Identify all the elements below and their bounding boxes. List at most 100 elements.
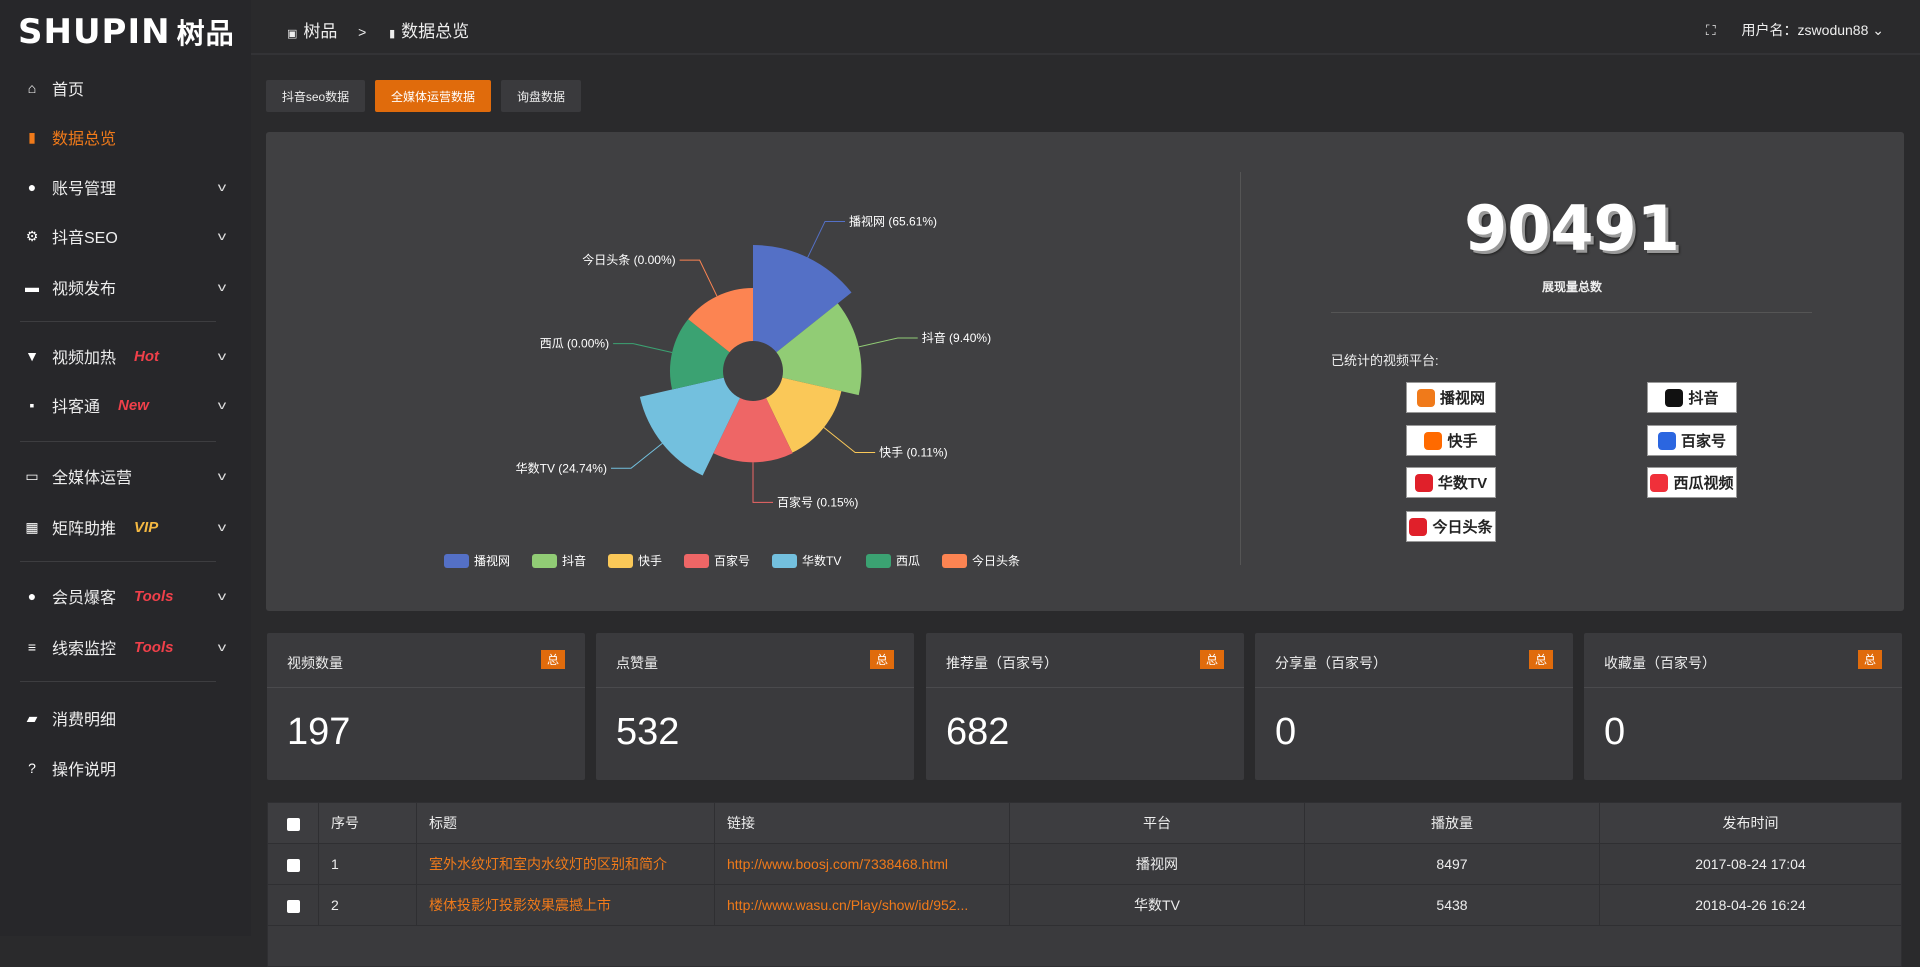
sidebar-item-12[interactable]: ? 操作说明 [0,748,251,788]
platforms-title: 已统计的视频平台: [1331,353,1439,368]
legend-label[interactable]: 今日头条 [972,553,1020,568]
sidebar-item-5[interactable]: ▼ 视频加热 Hot v [0,336,251,376]
platform-logo: 华数TV [1406,467,1496,498]
chevron-down-icon: v [217,589,227,603]
tab-douyin-seo[interactable]: 抖音seo数据 [266,80,365,112]
select-all-checkbox[interactable] [286,817,300,831]
legend-label[interactable]: 西瓜 [896,554,920,568]
label-leader-line [613,343,673,354]
camera-icon: ▬ [25,279,39,295]
chevron-down-icon[interactable]: ⌄ [1872,22,1884,38]
platform-logo-text: 百家号 [1680,433,1726,450]
platform-logo: 抖音 [1647,382,1737,413]
legend-swatch[interactable] [608,554,633,568]
sidebar-item-2[interactable]: ● 账号管理 v [0,167,251,207]
legend-label[interactable]: 播视网 [474,553,510,568]
pie-slice[interactable] [753,245,852,353]
slice-label: 西瓜 (0.00%) [540,337,609,351]
legend-label[interactable]: 百家号 [714,553,750,568]
sidebar-divider [20,681,216,682]
chat-icon: ▪ [29,397,35,413]
pie-slice[interactable] [713,398,793,463]
col-publish-time: 发布时间 [1599,802,1902,844]
row-select[interactable] [267,884,319,926]
sidebar-badge: New [118,396,149,414]
total-badge: 总 [1857,650,1882,669]
select-all[interactable] [267,802,319,844]
cell-url-link[interactable]: http://www.boosj.com/7338468.html [714,843,1010,885]
platform-logo-text: 抖音 [1688,390,1719,407]
platform-logo-icon [1650,473,1669,492]
sidebar-item-7[interactable]: ▭ 全媒体运营 v [0,456,251,496]
slice-label: 快手 (0.11%) [879,445,947,459]
sidebar-item-9[interactable]: ● 会员爆客 Tools v [0,576,251,616]
cell-title-link[interactable]: 楼体投影灯投影效果震撼上市 [416,884,715,926]
sidebar-item-label: 账号管理 [52,181,117,198]
legend-swatch[interactable] [772,554,797,568]
platform-logo: 快手 [1406,425,1496,456]
table-row[interactable]: 1 室外水纹灯和室内水纹灯的区别和简介 http://www.boosj.com… [267,843,1902,885]
sidebar-item-0[interactable]: ⌂ 首页 [0,68,251,108]
legend-swatch[interactable] [942,554,967,568]
sidebar-item-8[interactable]: ▦ 矩阵助推 VIP v [0,507,251,547]
sidebar-item-label: 数据总览 [52,131,117,148]
legend-swatch[interactable] [532,554,557,568]
monitor-icon: ▭ [25,467,39,484]
pie-slice[interactable] [688,288,753,353]
legend-swatch[interactable] [866,554,891,568]
stat-card: 点赞量 总 532 [596,633,914,780]
sidebar-item-label: 视频加热 [52,350,117,367]
sidebar-item-3[interactable]: ⚙ 抖音SEO v [0,216,251,256]
row-checkbox[interactable] [286,899,300,913]
sidebar-item-10[interactable]: ≡ 线索监控 Tools v [0,627,251,667]
legend-label[interactable]: 华数TV [802,553,841,568]
help-icon: ? [28,760,36,776]
platform-logo-icon [1409,517,1428,536]
cell-publish-time: 2018-04-26 16:24 [1599,884,1902,926]
grid-icon: ▦ [25,518,39,535]
pie-slice[interactable] [670,319,730,390]
platform-logo-icon [1414,473,1433,492]
sidebar-item-1[interactable]: ▮ 数据总览 [0,117,251,157]
slice-label: 华数TV (24.74%) [516,460,607,475]
sidebar-badge: Tools [134,638,174,656]
legend-label[interactable]: 抖音 [562,553,586,568]
tab-all-media[interactable]: 全媒体运营数据 [375,80,491,112]
pie-slice[interactable] [776,303,862,396]
table-row[interactable]: 2 楼体投影灯投影效果震撼上市 http://www.wasu.cn/Play/… [267,884,1902,926]
stat-card: 视频数量 总 197 [267,633,585,780]
legend-swatch[interactable] [444,554,469,568]
sidebar-item-6[interactable]: ▪ 抖客通 New v [0,385,251,425]
username[interactable]: 用户名：zswodun88 [1741,22,1869,38]
legend-swatch[interactable] [684,554,709,568]
sidebar-divider [20,561,216,562]
signboard-icon: ▼ [25,348,39,364]
cell-platform: 播视网 [1009,843,1305,885]
sidebar-item-label: 抖音SEO [52,230,118,247]
wallet-icon: ▰ [26,709,38,726]
row-checkbox[interactable] [286,858,300,872]
tab-inquiry[interactable]: 询盘数据 [501,80,581,112]
cell-url-link[interactable]: http://www.wasu.cn/Play/show/id/952... [714,884,1010,926]
fullscreen-icon[interactable]: ⛶ [1705,22,1716,38]
header: ▣ 树品 > ▮ 数据总览 ⛶ 用户名：zswodun88 ⌄ [251,0,1920,55]
pie-slice[interactable] [639,377,740,476]
gear-icon: ⚙ [25,227,39,244]
logo[interactable]: SHUPIN 树品 [18,12,235,52]
sidebar: SHUPIN 树品 ⌂ 首页 ▮ 数据总览 ● 账号管理 v ⚙ 抖音SEO v … [0,0,251,936]
cell-publish-time: 2017-08-24 17:04 [1599,843,1902,885]
pie-slice[interactable] [766,377,842,453]
sidebar-item-11[interactable]: ▰ 消费明细 [0,698,251,738]
row-select[interactable] [267,843,319,885]
platform-logo-icon [1665,388,1684,407]
legend-label[interactable]: 快手 [638,554,662,568]
breadcrumb-root[interactable]: 树品 [303,22,338,41]
stat-value: 682 [946,711,1010,753]
rose-pie-chart: 播视网 (65.61%) 抖音 (9.40%) 快手 (0.11%) 百家号 (0.1… [444,213,1020,568]
breadcrumb-current: 数据总览 [401,22,470,41]
user-menu[interactable]: ⛶ 用户名：zswodun88 ⌄ [1706,20,1884,40]
sidebar-item-4[interactable]: ▬ 视频发布 v [0,267,251,307]
cell-title-link[interactable]: 室外水纹灯和室内水纹灯的区别和简介 [416,843,715,885]
chevron-down-icon: v [217,180,227,194]
label-leader-line [610,442,663,469]
